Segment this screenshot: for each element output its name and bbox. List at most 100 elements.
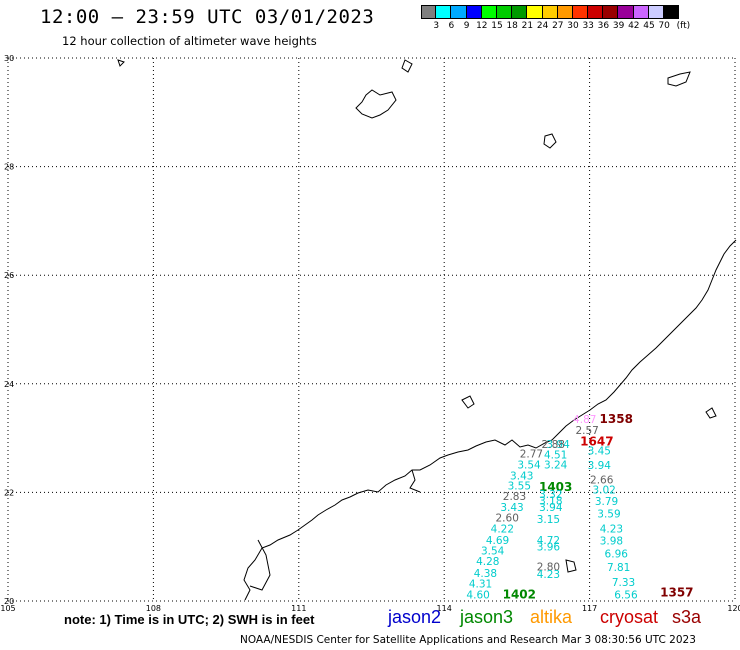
coastline xyxy=(117,59,737,601)
scale-swatch xyxy=(466,5,482,19)
scale-swatch xyxy=(588,5,604,19)
wave-height-value: 2.60 xyxy=(496,513,519,525)
pass-time-label: 1358 xyxy=(600,412,633,426)
latitude-label: 20 xyxy=(4,597,14,606)
latitude-label: 28 xyxy=(4,163,14,172)
wave-height-value: 4.31 xyxy=(469,578,492,590)
longitude-label: 117 xyxy=(582,604,597,613)
wave-height-value: 2.83 xyxy=(503,491,526,503)
wave-height-value: 4.87 xyxy=(573,414,596,426)
scale-label: 36 xyxy=(597,21,610,31)
scale-swatch xyxy=(421,5,437,19)
pass-time-label: 1357 xyxy=(660,586,693,600)
scale-label: 45 xyxy=(643,21,655,31)
satellite-label-cryosat: cryosat xyxy=(600,607,659,627)
scale-swatch xyxy=(618,5,634,19)
wave-height-value: 2.88 xyxy=(542,439,565,451)
wave-height-value: 4.28 xyxy=(476,556,499,568)
wave-height-value: 6.56 xyxy=(614,589,638,601)
wave-height-value: 2.66 xyxy=(590,475,614,487)
wave-height-value: 3.54 xyxy=(517,460,541,472)
scale-label: (ft) xyxy=(676,21,691,31)
wave-height-value: 3.18 xyxy=(539,495,562,507)
satellite-label-altika: altika xyxy=(530,607,573,627)
wave-height-value: 4.23 xyxy=(600,524,623,536)
color-scale xyxy=(421,5,680,19)
latitude-label: 26 xyxy=(4,271,14,280)
page-subtitle: 12 hour collection of altimeter wave hei… xyxy=(62,34,317,48)
wave-height-value: 3.45 xyxy=(588,445,611,457)
wave-height-value: 3.54 xyxy=(481,545,505,557)
color-scale-labels: 3 6 9 12 15 18 21 24 27 30 33 36 39 42 45 70 (ft) xyxy=(421,21,740,33)
scale-label: 27 xyxy=(552,21,564,31)
wave-height-value: 3.43 xyxy=(510,470,533,482)
scale-swatch xyxy=(603,5,619,19)
wave-height-value: 7.81 xyxy=(607,562,630,574)
scale-label: 70 xyxy=(658,21,670,31)
wave-height-value: 6.96 xyxy=(605,549,629,561)
pass-time-label: 1402 xyxy=(503,587,536,601)
latitude-label: 24 xyxy=(4,380,14,389)
footer-note: note: 1) Time is in UTC; 2) SWH is in fe… xyxy=(64,612,315,627)
page-title: 12:00 – 23:59 UTC 03/01/2023 xyxy=(40,6,375,28)
scale-label: 15 xyxy=(491,21,503,31)
scale-swatch xyxy=(512,5,528,19)
longitude-label: 111 xyxy=(291,604,306,613)
scale-label: 24 xyxy=(536,21,549,31)
scale-swatch xyxy=(633,5,649,19)
wave-height-value: 4.23 xyxy=(537,569,560,581)
scale-swatch xyxy=(542,5,558,19)
wave-height-value: 3.55 xyxy=(508,481,531,493)
scale-swatch xyxy=(496,5,513,19)
wave-height-value: 3.94 xyxy=(539,502,563,514)
wave-height-value: 2.80 xyxy=(537,562,560,574)
latitude-label: 22 xyxy=(4,488,14,497)
pass-time-label: 1647 xyxy=(580,435,613,449)
longitude-label: 108 xyxy=(146,604,161,613)
scale-label: 3 xyxy=(433,21,440,31)
scale-label: 21 xyxy=(521,21,534,31)
credit-line: NOAA/NESDIS Center for Satellite Applica… xyxy=(240,634,696,646)
wave-height-value: 7.33 xyxy=(612,577,635,589)
wave-height-value: 4.60 xyxy=(466,589,489,601)
wave-height-value: 2.77 xyxy=(520,449,543,461)
wave-height-value: 2.57 xyxy=(575,425,598,437)
latitude-label: 30 xyxy=(4,54,14,63)
longitude-label: 114 xyxy=(437,604,452,613)
wave-height-value: 3.59 xyxy=(597,508,620,520)
wave-height-value: 3.98 xyxy=(600,536,623,548)
axis-labels: 105 108 111 114 117 120 30 28 26 24 22 20 xyxy=(0,54,740,613)
wave-height-value: 4.72 xyxy=(537,535,560,547)
scale-label: 33 xyxy=(582,21,594,31)
scale-swatch xyxy=(436,5,452,19)
satellite-label-s3a: s3a xyxy=(672,607,702,627)
longitude-label: 120 xyxy=(727,604,740,613)
scale-label: 18 xyxy=(506,21,518,31)
wave-height-value: 3.94 xyxy=(546,439,570,451)
scale-swatch xyxy=(572,5,589,19)
longitude-label: 105 xyxy=(0,604,15,613)
wave-height-value: 3.32 xyxy=(539,489,562,501)
wave-height-value: 3.43 xyxy=(500,502,523,514)
scale-swatch xyxy=(451,5,467,19)
wave-height-value: 4.38 xyxy=(474,568,497,580)
map-grid xyxy=(7,57,736,602)
wave-height-value: 3.79 xyxy=(595,496,618,508)
scale-label: 39 xyxy=(612,21,625,31)
scale-label: 42 xyxy=(628,21,640,31)
wave-height-value: 3.02 xyxy=(592,484,615,496)
scale-swatch xyxy=(557,5,573,19)
wave-height-value: 4.51 xyxy=(544,450,567,462)
wave-height-value: 3.24 xyxy=(544,460,568,472)
satellite-label-jason2: jason2 xyxy=(388,607,442,627)
wave-height-value: 4.69 xyxy=(486,535,509,547)
scale-label: 12 xyxy=(476,21,488,31)
pass-time-label: 1403 xyxy=(539,480,572,494)
scale-swatch xyxy=(527,5,543,19)
scale-label: 9 xyxy=(463,21,470,31)
scale-swatch xyxy=(481,5,497,19)
wave-height-value: 3.96 xyxy=(537,542,561,554)
scale-swatch xyxy=(664,5,680,19)
